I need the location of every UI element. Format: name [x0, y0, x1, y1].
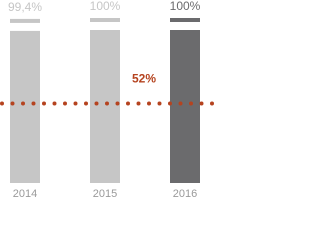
x-tick-label: 2014 [13, 188, 37, 200]
bar-cap [170, 18, 200, 22]
value-label: 100% [90, 0, 121, 13]
chart: 2014 99,4% 2015 100% 2016 100% 52% [0, 0, 220, 200]
bar [90, 30, 120, 183]
value-label: 100% [170, 0, 201, 13]
reference-label: 52% [132, 72, 156, 86]
x-tick-label: 2015 [93, 188, 117, 200]
x-tick-label: 2016 [173, 188, 197, 200]
bar [10, 30, 40, 183]
bar-cap [90, 18, 120, 22]
bar [170, 30, 200, 183]
bar-cap [10, 18, 40, 23]
value-label: 99,4% [8, 0, 42, 14]
